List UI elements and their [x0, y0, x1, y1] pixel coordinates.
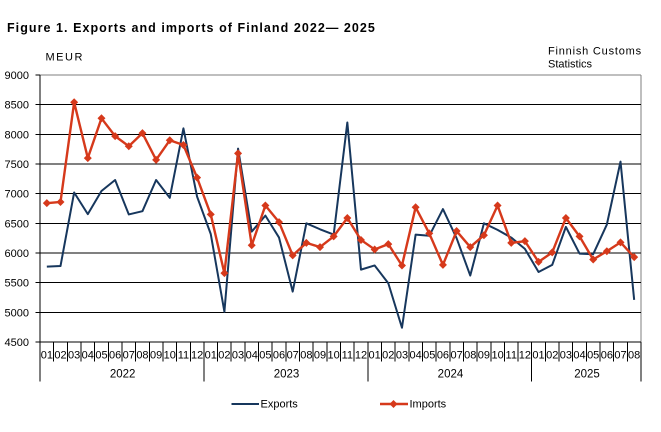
svg-text:02: 02 [546, 350, 558, 362]
svg-text:07: 07 [450, 350, 462, 362]
svg-text:6500: 6500 [5, 218, 29, 230]
svg-text:02: 02 [218, 350, 230, 362]
svg-text:04: 04 [82, 350, 94, 362]
svg-text:11: 11 [342, 350, 353, 362]
svg-text:Figure 1. Exports and imports: Figure 1. Exports and imports of Finland… [7, 21, 376, 35]
svg-text:12: 12 [355, 350, 367, 362]
svg-text:2024: 2024 [438, 369, 464, 381]
svg-text:01: 01 [369, 350, 381, 362]
svg-text:08: 08 [300, 350, 312, 362]
svg-text:9000: 9000 [5, 70, 29, 82]
svg-text:08: 08 [464, 350, 476, 362]
svg-text:06: 06 [437, 350, 449, 362]
svg-text:07: 07 [123, 350, 135, 362]
svg-text:7500: 7500 [5, 159, 29, 171]
svg-text:6000: 6000 [5, 248, 29, 260]
svg-text:04: 04 [409, 350, 421, 362]
svg-text:03: 03 [396, 350, 408, 362]
svg-text:06: 06 [601, 350, 613, 362]
svg-text:2022: 2022 [110, 369, 136, 381]
svg-text:09: 09 [478, 350, 490, 362]
svg-text:4500: 4500 [5, 337, 29, 349]
svg-text:12: 12 [191, 350, 203, 362]
svg-text:10: 10 [491, 350, 503, 362]
svg-text:06: 06 [109, 350, 121, 362]
svg-text:03: 03 [232, 350, 244, 362]
svg-text:01: 01 [41, 350, 53, 362]
svg-text:5000: 5000 [5, 307, 29, 319]
svg-text:04: 04 [246, 350, 258, 362]
svg-text:07: 07 [287, 350, 299, 362]
svg-text:08: 08 [136, 350, 148, 362]
svg-text:07: 07 [614, 350, 626, 362]
svg-text:Statistics: Statistics [548, 59, 593, 71]
svg-text:8000: 8000 [5, 129, 29, 141]
svg-text:09: 09 [150, 350, 162, 362]
svg-text:10: 10 [164, 350, 176, 362]
svg-text:7000: 7000 [5, 189, 29, 201]
svg-text:Finnish Customs: Finnish Customs [548, 46, 642, 58]
svg-text:08: 08 [628, 350, 640, 362]
svg-text:11: 11 [178, 350, 189, 362]
svg-text:05: 05 [587, 350, 599, 362]
svg-text:09: 09 [314, 350, 326, 362]
svg-text:05: 05 [423, 350, 435, 362]
svg-text:Imports: Imports [410, 399, 447, 411]
svg-text:2025: 2025 [574, 369, 600, 381]
svg-text:02: 02 [382, 350, 394, 362]
svg-text:01: 01 [532, 350, 544, 362]
svg-text:12: 12 [519, 350, 531, 362]
svg-text:10: 10 [328, 350, 340, 362]
svg-text:Exports: Exports [261, 399, 299, 411]
svg-text:05: 05 [259, 350, 271, 362]
svg-text:01: 01 [205, 350, 217, 362]
svg-text:03: 03 [560, 350, 572, 362]
svg-text:5500: 5500 [5, 278, 29, 290]
svg-text:02: 02 [54, 350, 66, 362]
svg-text:05: 05 [95, 350, 107, 362]
svg-text:04: 04 [573, 350, 585, 362]
svg-text:11: 11 [506, 350, 517, 362]
svg-text:MEUR: MEUR [46, 52, 84, 64]
svg-text:06: 06 [273, 350, 285, 362]
svg-text:2023: 2023 [274, 369, 300, 381]
svg-text:03: 03 [68, 350, 80, 362]
svg-text:8500: 8500 [5, 100, 29, 112]
